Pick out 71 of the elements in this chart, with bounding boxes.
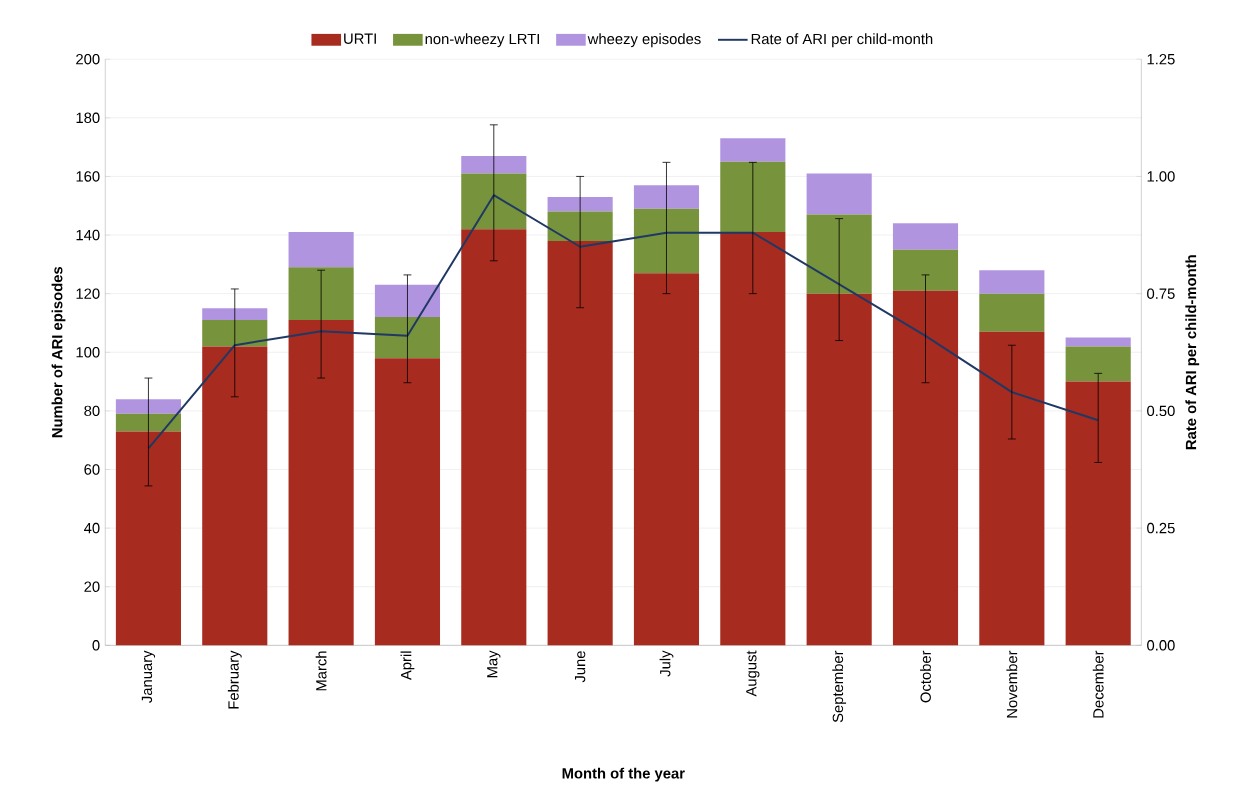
bar — [547, 196, 613, 212]
bar — [288, 231, 354, 268]
x-tick-label: April — [400, 651, 415, 680]
x-tick-label: January — [141, 650, 156, 703]
y2-tick-label: 0.00 — [1147, 639, 1175, 651]
x-tick-label: August — [746, 650, 760, 697]
x-tick-label: November — [1006, 650, 1018, 718]
bar — [979, 269, 1045, 294]
bar — [979, 331, 1045, 646]
bar — [1065, 337, 1131, 347]
bar — [806, 214, 872, 294]
y-tick-label: 180 — [76, 112, 100, 123]
y-tick-label: 60 — [84, 464, 100, 475]
bar — [461, 228, 527, 646]
y-axis-title: Number of ARI episodes — [51, 266, 66, 438]
y2-tick-label: 0.50 — [1147, 405, 1175, 416]
y-tick-label: 20 — [84, 581, 100, 592]
x-tick-label: December — [1092, 650, 1104, 718]
bar — [806, 293, 872, 646]
bar — [461, 173, 527, 229]
bar — [202, 308, 268, 320]
y-tick-label: 140 — [76, 229, 100, 241]
bar — [633, 272, 700, 646]
bar — [892, 249, 959, 291]
y-tick-label: 120 — [76, 288, 100, 299]
bar — [115, 431, 181, 646]
legend-label: wheezy episodes — [587, 33, 701, 47]
y2-axis-title: Rate of ARI per child-month — [1185, 255, 1200, 449]
bar — [720, 231, 786, 646]
y2-tick-label: 0.25 — [1147, 522, 1175, 534]
x-tick-label: October — [920, 650, 931, 703]
bar — [979, 293, 1045, 332]
bar — [547, 211, 613, 241]
x-tick-label: February — [227, 650, 242, 709]
bar — [115, 398, 181, 414]
bar — [202, 319, 268, 347]
bar — [374, 284, 441, 317]
bar — [892, 290, 959, 646]
bar — [633, 185, 700, 209]
bar — [288, 319, 354, 646]
y-tick-label: 40 — [84, 522, 100, 534]
y-tick-label: 80 — [84, 405, 100, 416]
legend-label: Rate of ARI per child-month — [751, 33, 933, 47]
bar — [288, 267, 354, 320]
legend-label: non-wheezy LRTI — [425, 33, 539, 47]
y2-tick-label: 1.00 — [1147, 170, 1175, 182]
bar — [633, 208, 700, 273]
bar — [461, 155, 527, 174]
bar — [115, 413, 181, 432]
y2-tick-label: 1.25 — [1147, 53, 1175, 65]
legend-label: URTI — [344, 33, 376, 44]
bar — [547, 240, 613, 646]
y-tick-label: 160 — [76, 170, 100, 182]
bar — [374, 357, 441, 646]
bar — [374, 316, 441, 358]
bar — [806, 173, 872, 215]
x-tick-label: September — [832, 650, 847, 722]
x-tick-label: July — [659, 650, 674, 677]
y-tick-label: 0 — [92, 639, 100, 651]
bar — [720, 138, 786, 162]
bar — [1065, 346, 1131, 382]
y-tick-label: 100 — [76, 346, 100, 358]
y2-tick-label: 0.75 — [1147, 288, 1175, 299]
x-axis-title: Month of the year — [562, 767, 685, 782]
x-tick-label: May — [487, 650, 501, 677]
x-tick-label: March — [315, 651, 327, 691]
y-tick-label: 200 — [76, 53, 100, 65]
bar — [202, 346, 268, 646]
bar — [892, 223, 959, 250]
x-tick-label: June — [574, 650, 586, 683]
bar — [1065, 381, 1131, 646]
